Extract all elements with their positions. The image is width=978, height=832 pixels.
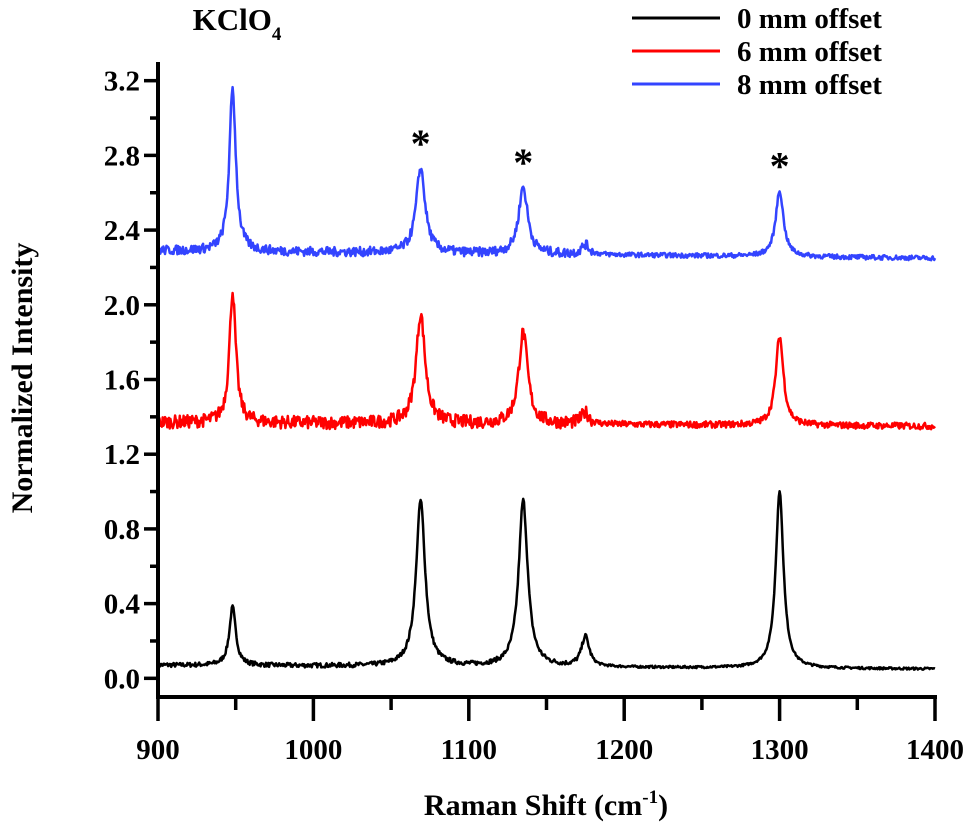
y-tick-label: 0.8	[104, 514, 140, 546]
x-tick-label: 1000	[284, 734, 342, 766]
x-tick-label: 1300	[751, 734, 809, 766]
series-line-1	[156, 291, 936, 431]
axes	[144, 62, 937, 721]
legend-label: 0 mm offset	[737, 3, 882, 35]
tick-labels: 900 1000 1100 1200 1300 1400 0.0 0.4 0.8 1.2 1.6 2.…	[104, 66, 964, 766]
y-tick-label: 0.0	[104, 663, 140, 695]
legend-label: 6 mm offset	[737, 36, 882, 68]
x-tick-label: 900	[136, 734, 180, 766]
y-tick-label: 2.0	[104, 290, 140, 322]
y-tick-label: 2.4	[104, 215, 140, 247]
y-tick-label: 1.2	[104, 439, 140, 471]
peak-asterisk: *	[770, 144, 790, 189]
peak-asterisk: *	[513, 140, 533, 185]
series-lines	[156, 85, 937, 671]
kclo4-subscript: 4	[272, 24, 282, 45]
kclo4-label: KClO4	[193, 2, 282, 45]
x-axis-label: Raman Shift (cm-1)	[424, 787, 668, 822]
legend-label: 8 mm offset	[737, 69, 882, 101]
y-tick-label: 1.6	[104, 365, 140, 397]
annotations: KClO4 * * *	[193, 2, 790, 189]
y-tick-label: 2.8	[104, 140, 140, 172]
x-tick-label: 1400	[906, 734, 964, 766]
series-line-0	[156, 489, 936, 671]
peak-asterisk: *	[411, 121, 431, 166]
y-tick-label: 0.4	[104, 589, 140, 621]
series-line-2	[156, 85, 937, 262]
x-tick-label: 1200	[595, 734, 653, 766]
y-axis-label: Normalized Intensity	[6, 243, 39, 514]
x-tick-label: 1100	[441, 734, 497, 766]
y-tick-label: 3.2	[104, 66, 140, 98]
